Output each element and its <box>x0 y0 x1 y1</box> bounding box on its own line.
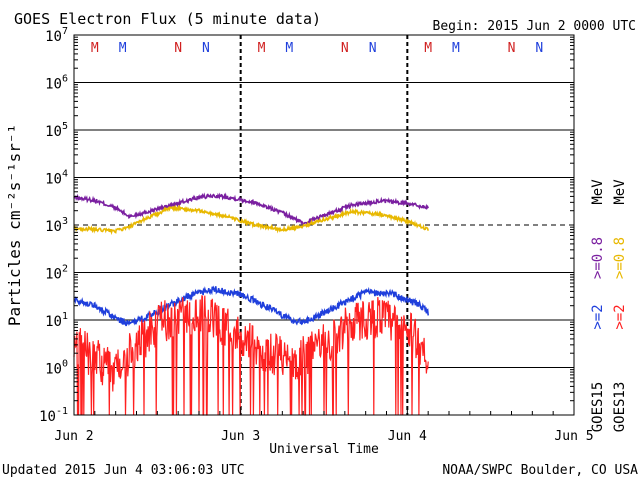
series-line <box>73 192 429 226</box>
updated-timestamp: Updated 2015 Jun 4 03:06:03 UTC <box>2 463 245 478</box>
series-layer <box>73 192 429 416</box>
y-tick-label: 104 <box>45 169 68 188</box>
series-line <box>73 295 429 416</box>
marker-label: M <box>285 41 293 56</box>
legend-label: GOES15 <box>590 382 606 433</box>
y-tick-label: 106 <box>45 74 68 93</box>
legend-label: MeV <box>590 179 606 205</box>
right-legend: GOES15 >=2 >=0.8 MeV GOES13 >=2 >=0.8 MeV <box>590 179 628 432</box>
series-line <box>73 285 429 327</box>
marker-label: N <box>174 41 182 56</box>
marker-label: N <box>202 41 210 56</box>
y-tick-label: 10-1 <box>39 406 68 425</box>
legend-label: >=2 <box>612 304 628 329</box>
y-tick-label: 102 <box>45 264 68 283</box>
legend-label: >=0.8 <box>590 237 606 279</box>
y-tick-label: 101 <box>45 311 68 330</box>
series-line <box>73 204 429 236</box>
legend-label: >=2 <box>590 304 606 329</box>
y-tick-label: 103 <box>45 216 68 235</box>
y-tick-label: 105 <box>45 121 68 140</box>
chart-title: GOES Electron Flux (5 minute data) <box>14 10 321 28</box>
plot-frame <box>73 34 575 416</box>
marker-label: N <box>535 41 543 56</box>
y-axis-label: Particles cm⁻²s⁻¹sr⁻¹ <box>5 124 24 326</box>
y-tick-label: 107 <box>45 26 68 45</box>
x-tick-label: Jun 4 <box>388 429 427 444</box>
marker-label: N <box>341 41 349 56</box>
marker-label: N <box>369 41 377 56</box>
x-tick-label: Jun 3 <box>221 429 260 444</box>
x-axis-label: Universal Time <box>269 442 379 457</box>
marker-label: M <box>452 41 460 56</box>
marker-label: N <box>508 41 516 56</box>
marker-label: M <box>91 41 99 56</box>
legend-label: >=0.8 <box>612 237 628 279</box>
axis-layer: 10-1 100 101 102 103 104 105 106 107 Jun 2 Jun 3 Ju… <box>39 26 593 444</box>
x-tick-label: Jun 2 <box>54 429 93 444</box>
begin-label: Begin: 2015 Jun 2 0000 UTC <box>433 19 637 34</box>
marker-label: M <box>258 41 266 56</box>
y-tick-label: 100 <box>45 359 68 378</box>
legend-label: MeV <box>612 179 628 205</box>
source-credit: NOAA/SWPC Boulder, CO USA <box>442 463 638 478</box>
marker-label: M <box>424 41 432 56</box>
x-tick-label: Jun 5 <box>554 429 593 444</box>
marker-label: M <box>119 41 127 56</box>
legend-label: GOES13 <box>612 382 628 433</box>
